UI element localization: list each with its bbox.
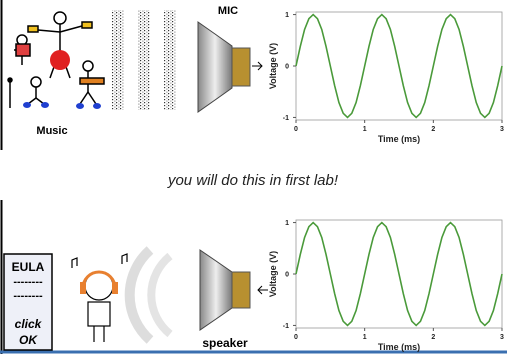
y-tick-label: -1 [283, 323, 289, 330]
x-tick-label: 0 [294, 334, 298, 341]
speaker-label: speaker [202, 336, 248, 350]
y-tick-label: 0 [285, 272, 289, 279]
eula-line: -------- [13, 276, 43, 288]
band-illustration [8, 12, 104, 109]
y-tick-label: -1 [283, 115, 289, 122]
x-tick-label: 3 [500, 334, 504, 341]
x-tick-label: 0 [294, 126, 298, 133]
listener [72, 254, 127, 342]
y-tick-label: 1 [285, 220, 289, 227]
music-label: Music [36, 125, 67, 137]
slide-canvas: MIC Music you will do this in first lab!… [0, 0, 507, 354]
y-tick-label: 1 [285, 12, 289, 19]
x-tick-label: 2 [431, 126, 435, 133]
x-tick-label: 1 [363, 126, 367, 133]
y-tick-label: 0 [285, 64, 289, 71]
x-tick-label: 2 [431, 334, 435, 341]
y-axis-label: Voltage (V) [268, 43, 278, 89]
mic-label: MIC [218, 5, 238, 17]
eula-title: EULA [12, 260, 45, 274]
speaker [200, 250, 268, 330]
x-axis-label: Time (ms) [378, 342, 420, 352]
x-tick-label: 1 [363, 334, 367, 341]
x-tick-label: 3 [500, 126, 504, 133]
eula-line: -------- [13, 290, 43, 302]
sound-waves [130, 250, 170, 340]
x-axis-label: Time (ms) [378, 134, 420, 144]
microphone-speaker [198, 22, 262, 112]
eula-ok: OK [19, 333, 38, 347]
y-axis-label: Voltage (V) [268, 251, 278, 297]
slide: MIC Music you will do this in first lab!… [0, 0, 507, 354]
lab-note: you will do this in first lab! [167, 172, 339, 189]
eula-click: click [15, 317, 43, 331]
noise [112, 10, 176, 110]
